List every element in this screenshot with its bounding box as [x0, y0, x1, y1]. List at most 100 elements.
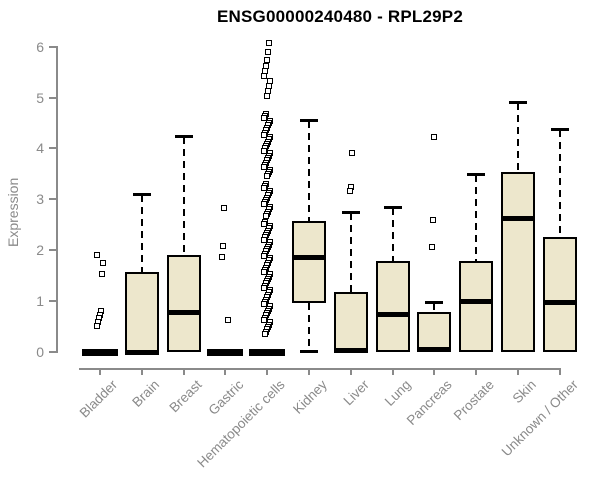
y-axis-tick [49, 351, 56, 353]
box-brain [124, 271, 159, 352]
upper-whisker-unknown-other [558, 129, 561, 238]
x-axis-tick [224, 368, 227, 375]
outlier-point-hematopoietic-cells [266, 39, 273, 46]
x-axis-category-label: Kidney [289, 377, 330, 417]
upper-whisker-cap-prostate [467, 173, 486, 177]
outlier-point-pancreas [430, 216, 437, 223]
upper-whisker-skin [517, 102, 519, 173]
upper-whisker-cap-unknown-other [550, 127, 569, 131]
x-axis-category-label: Skin [509, 377, 539, 407]
outlier-point-bladder [94, 323, 100, 330]
outlier-point-hematopoietic-cells [263, 213, 270, 220]
outlier-point-hematopoietic-cells [261, 147, 268, 154]
box-kidney [292, 221, 326, 304]
lower-whisker-kidney [308, 303, 310, 352]
upper-whisker-cap-lung [383, 205, 402, 209]
outlier-point-hematopoietic-cells [261, 252, 268, 259]
outlier-point-gastric [221, 205, 228, 212]
x-axis-tick [517, 368, 519, 375]
y-axis-tick [49, 45, 56, 48]
upper-whisker-pancreas [433, 303, 436, 313]
x-axis-tick [349, 368, 352, 375]
y-axis-tick [49, 147, 56, 150]
outlier-point-hematopoietic-cells [261, 269, 268, 276]
outlier-point-hematopoietic-cells [261, 220, 268, 227]
box-pancreas [417, 312, 452, 352]
outlier-point-hematopoietic-cells [265, 48, 272, 55]
median-line-breast [166, 310, 201, 316]
x-axis-tick [558, 368, 561, 375]
upper-whisker-breast [182, 137, 185, 255]
median-line-brain [124, 349, 159, 355]
outlier-point-hematopoietic-cells [264, 93, 271, 100]
median-line-unknown-other [542, 299, 577, 305]
outlier-point-bladder [99, 271, 105, 278]
x-axis-category-label: Bladder [77, 377, 121, 421]
median-line-kidney [292, 255, 326, 261]
y-tick-label: 6 [36, 38, 44, 55]
upper-whisker-cap-breast [174, 135, 193, 139]
y-tick-label: 4 [36, 140, 44, 157]
outlier-point-hematopoietic-cells [261, 301, 268, 308]
outlier-point-hematopoietic-cells [261, 131, 268, 138]
x-axis-tick [308, 368, 310, 375]
outlier-point-hematopoietic-cells [264, 173, 271, 180]
outlier-point-hematopoietic-cells [264, 57, 271, 64]
x-axis-category-label: Lung [381, 377, 414, 409]
y-tick-label: 5 [36, 89, 44, 106]
upper-whisker-cap-liver [341, 211, 360, 215]
outlier-point-hematopoietic-cells [261, 164, 268, 171]
median-line-prostate [459, 298, 494, 304]
outlier-point-gastric [220, 242, 227, 249]
x-axis-tick [99, 368, 101, 375]
y-axis-tick [49, 198, 56, 201]
x-axis-category-label: Liver [340, 377, 372, 409]
upper-whisker-cap-pancreas [425, 301, 444, 305]
outlier-point-hematopoietic-cells [261, 115, 268, 122]
x-axis-tick [140, 368, 143, 375]
outlier-point-hematopoietic-cells [262, 330, 269, 337]
outlier-point-hematopoietic-cells [261, 316, 268, 323]
x-axis-category-label: Breast [166, 377, 205, 416]
box-prostate [459, 260, 494, 352]
x-axis-category-label: Gastric [205, 377, 247, 418]
y-axis-tick [49, 96, 56, 99]
box-skin [501, 172, 535, 352]
collapsed-box-hematopoietic-cells [249, 348, 286, 356]
outlier-point-gastric [219, 254, 226, 261]
x-axis-category-label: Prostate [450, 377, 497, 424]
y-tick-label: 2 [36, 242, 44, 259]
outlier-point-pancreas [431, 134, 438, 141]
box-breast [166, 254, 201, 352]
x-axis-tick [391, 368, 394, 375]
outlier-point-hematopoietic-cells [261, 72, 268, 79]
box-unknown-other [542, 237, 577, 352]
outlier-point-hematopoietic-cells [261, 237, 268, 244]
upper-whisker-cap-brain [132, 192, 151, 196]
x-axis-tick [182, 368, 185, 375]
upper-whisker-brain [140, 194, 143, 272]
upper-whisker-cap-kidney [300, 119, 318, 123]
upper-whisker-kidney [308, 121, 310, 222]
x-axis-tick [433, 368, 436, 375]
x-axis-line [79, 368, 561, 370]
y-axis-tick [49, 249, 56, 252]
outlier-point-hematopoietic-cells [265, 87, 272, 94]
x-axis-category-label: Unknown / Other [498, 377, 581, 460]
outlier-point-bladder [100, 260, 106, 267]
y-tick-label: 1 [36, 293, 44, 310]
upper-whisker-prostate [475, 175, 478, 261]
lower-whisker-cap-kidney [300, 350, 318, 354]
outlier-point-hematopoietic-cells [261, 201, 268, 208]
x-axis-category-label: Pancreas [404, 377, 456, 428]
outlier-point-hematopoietic-cells [261, 185, 268, 192]
upper-whisker-liver [349, 213, 352, 292]
outlier-point-pancreas [429, 243, 436, 250]
median-line-skin [501, 215, 535, 221]
x-axis-tick [475, 368, 478, 375]
outlier-point-hematopoietic-cells [261, 284, 268, 291]
box-liver [333, 291, 368, 352]
y-axis-tick [49, 300, 56, 303]
